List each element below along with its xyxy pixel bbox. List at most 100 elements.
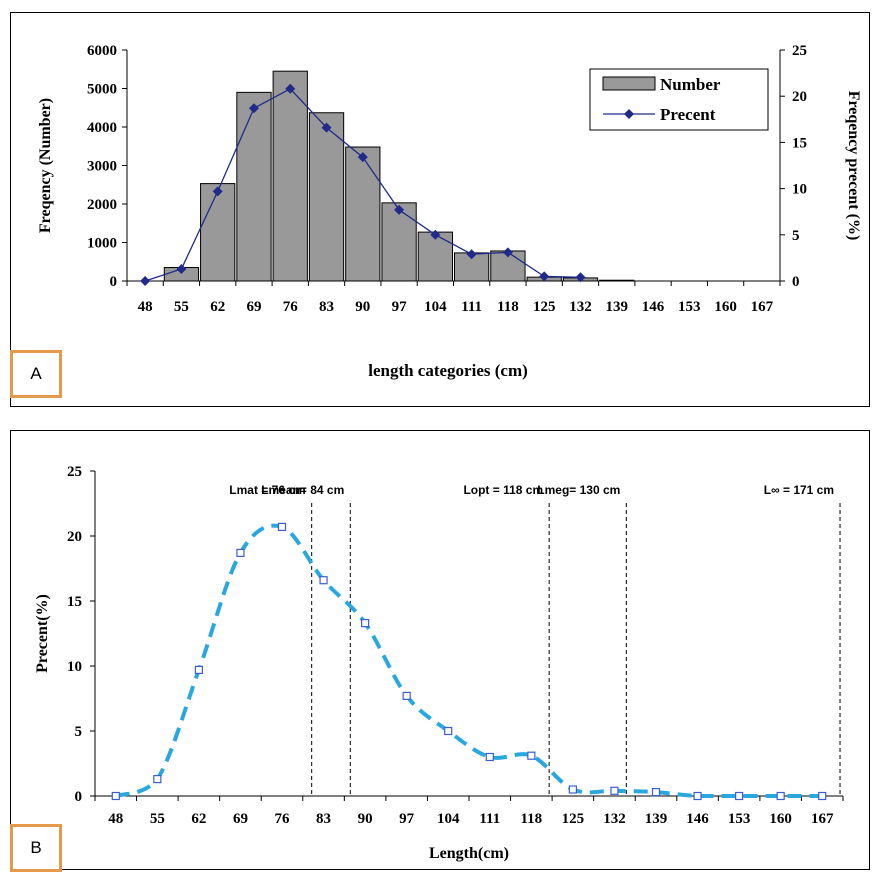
curve-point-125: [568, 785, 577, 794]
curve-point-132: [610, 786, 619, 795]
b-x-tick-label: 139: [645, 811, 668, 827]
percent-point-48: [140, 276, 151, 286]
x-tick-label: 125: [533, 299, 556, 315]
percent-point-90: [357, 152, 368, 163]
percent-point-62: [212, 186, 223, 197]
x-tick-label: 83: [319, 299, 334, 315]
y2-tick-label: 10: [792, 182, 807, 198]
curve-point-55: [153, 774, 162, 784]
x-tick-label: 167: [751, 299, 774, 315]
x-tick-label: 90: [355, 299, 370, 315]
y2-tick-label: 5: [792, 228, 800, 244]
b-x-tick-label: 55: [150, 811, 165, 827]
x-tick-label: 76: [283, 299, 299, 315]
b-x-tick-label: 153: [728, 811, 751, 827]
x-tick-label: 111: [461, 299, 482, 315]
y-tick-label: 0: [110, 274, 118, 290]
b-y-tick-label: 20: [67, 529, 82, 545]
percent-point-104: [430, 229, 441, 240]
curve-point-76: [277, 522, 287, 532]
percent-point-125: [539, 271, 550, 282]
legend-label-number: Number: [660, 75, 721, 94]
x-tick-label: 69: [246, 299, 261, 315]
b-y-tick-label: 5: [75, 724, 83, 740]
curve-point-118: [527, 751, 536, 760]
panel-b-label: B: [10, 824, 62, 872]
legend-label-percent: Precent: [660, 105, 716, 124]
ref-label-1: Lmean= 84 cm: [261, 483, 344, 497]
ref-label-3: Lmeg= 130 cm: [537, 483, 620, 497]
x-tick-label: 146: [642, 299, 665, 315]
percent-point-118: [502, 247, 513, 258]
bar-83: [308, 112, 345, 282]
percent-point-97: [394, 204, 405, 215]
x-tick-label: 48: [138, 299, 153, 315]
x-tick-label: 160: [714, 299, 737, 315]
x-tick-label: 104: [424, 299, 447, 315]
b-y-tick-label: 15: [67, 594, 82, 610]
percent-point-111: [466, 249, 477, 260]
x-axis-title: length categories (cm): [368, 361, 528, 380]
y-tick-label: 2000: [87, 197, 117, 213]
x-tick-label: 62: [210, 299, 225, 315]
curve-point-160: [776, 791, 785, 801]
bar-90: [345, 146, 381, 282]
curve-point-69: [236, 548, 245, 558]
curve-point-111: [485, 752, 494, 762]
y-tick-label: 1000: [87, 236, 117, 252]
x-tick-label: 153: [678, 299, 701, 315]
b-y-axis-title: Precent(%): [34, 594, 51, 673]
b-x-tick-label: 111: [479, 811, 500, 827]
panel-a-label: A: [10, 350, 62, 398]
bar-76: [272, 70, 308, 282]
b-x-tick-label: 69: [233, 811, 248, 827]
legend-marker-percent: [624, 109, 634, 119]
curve-point-167: [818, 791, 827, 801]
b-x-tick-label: 90: [358, 811, 373, 827]
percent-point-55: [176, 263, 187, 274]
curve-point-62: [194, 665, 203, 675]
b-x-tick-label: 48: [108, 811, 123, 827]
legend-swatch-number: [602, 76, 656, 91]
curve-point-48: [111, 791, 120, 801]
b-x-tick-label: 132: [603, 811, 626, 827]
x-tick-label: 55: [174, 299, 189, 315]
b-x-axis-title: Length(cm): [429, 845, 509, 862]
b-x-tick-label: 97: [399, 811, 415, 827]
ref-label-0: Lmat = 76 cm: [229, 483, 305, 497]
ref-label-2: Lopt = 118 cm: [463, 483, 543, 497]
b-x-tick-label: 125: [562, 811, 585, 827]
bar-69: [236, 91, 272, 282]
b-x-tick-label: 118: [520, 811, 542, 827]
b-x-tick-label: 76: [275, 811, 291, 827]
y2-tick-label: 15: [792, 135, 807, 151]
percent-point-132: [575, 272, 586, 283]
b-y-tick-label: 0: [75, 789, 83, 805]
curve-point-104: [444, 726, 453, 736]
b-x-tick-label: 104: [437, 811, 460, 827]
b-x-tick-label: 62: [191, 811, 206, 827]
curve-point-153: [735, 791, 744, 801]
y2-tick-label: 0: [792, 274, 800, 290]
percent-point-69: [248, 103, 259, 114]
bar-62: [200, 183, 236, 282]
y2-tick-label: 25: [792, 43, 807, 59]
percent-curve: [115, 523, 823, 798]
b-x-tick-label: 146: [686, 811, 709, 827]
curve-point-83: [319, 576, 328, 585]
b-x-tick-label: 83: [316, 811, 331, 827]
y2-axis-title: Freqency precent (%): [845, 91, 862, 241]
x-tick-label: 97: [392, 299, 408, 315]
curve-point-97: [402, 691, 411, 701]
curve-point-90: [361, 618, 370, 628]
b-y-tick-label: 25: [67, 464, 82, 480]
ref-label-4: L∞ = 171 cm: [764, 483, 834, 497]
b-x-tick-label: 160: [769, 811, 792, 827]
curve-point-139: [651, 787, 661, 797]
b-y-tick-label: 10: [67, 659, 82, 675]
y-tick-label: 4000: [87, 120, 117, 136]
x-tick-label: 139: [606, 299, 629, 315]
b-x-tick-label: 167: [811, 811, 834, 827]
y-tick-label: 5000: [87, 82, 117, 98]
curve-point-146: [693, 791, 702, 801]
